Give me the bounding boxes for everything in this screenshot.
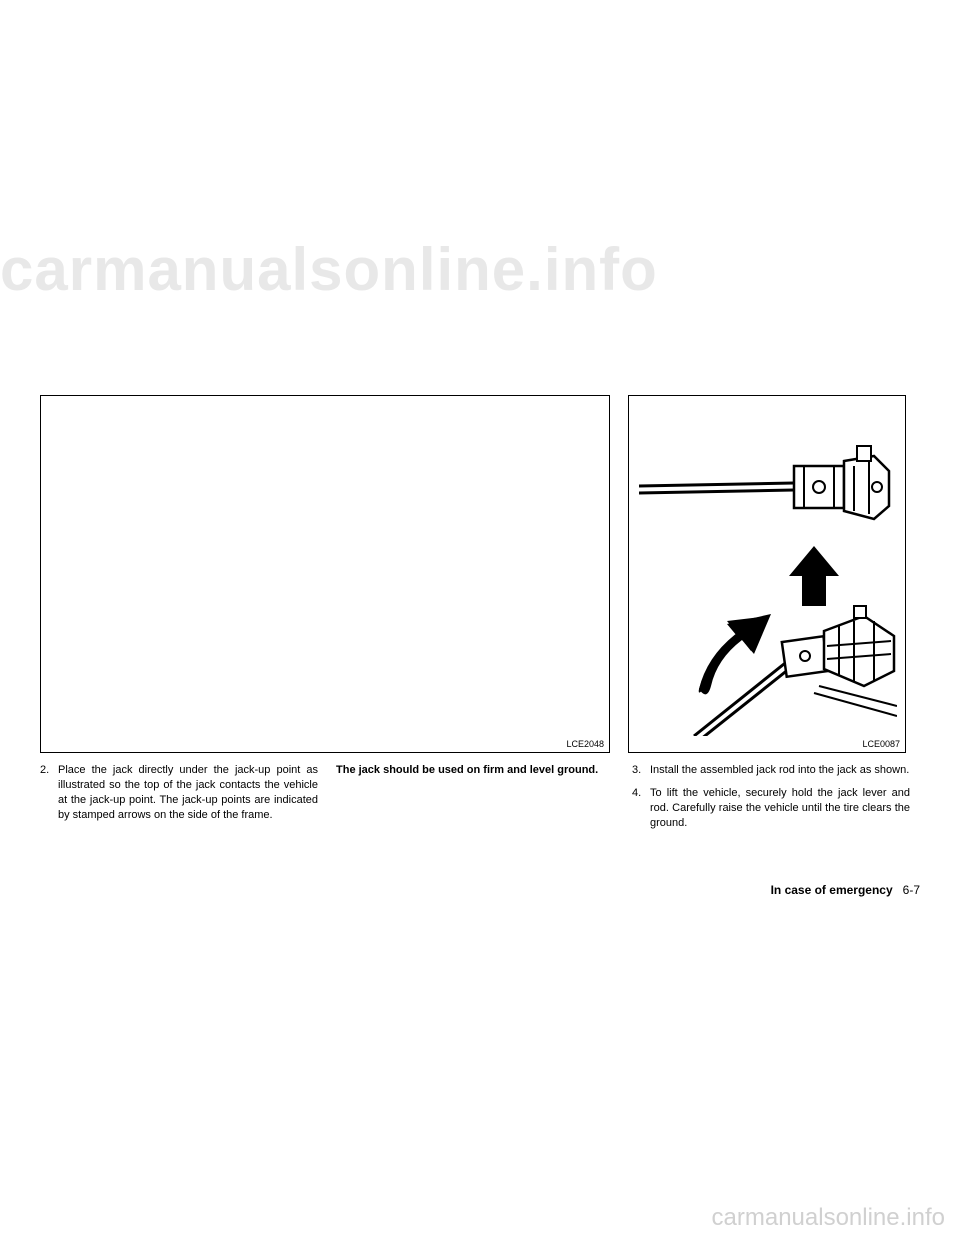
list-item-4: 4. To lift the vehicle, securely hold th… bbox=[632, 786, 910, 831]
list-text: Install the assembled jack rod into the … bbox=[650, 763, 910, 778]
column-3: 3. Install the assembled jack rod into t… bbox=[632, 763, 910, 838]
column-1: 2. Place the jack directly under the jac… bbox=[40, 763, 318, 838]
list-number: 3. bbox=[632, 763, 650, 778]
figures-row: LCE2048 bbox=[40, 395, 920, 753]
list-item-2: 2. Place the jack directly under the jac… bbox=[40, 763, 318, 822]
watermark-top: carmanualsonline.info bbox=[0, 235, 960, 304]
jack-ground-note: The jack should be used on firm and leve… bbox=[336, 764, 598, 776]
footer-page-num: 6-7 bbox=[903, 883, 920, 897]
figure-jack-rod: LCE0087 bbox=[628, 395, 906, 753]
figure-id-right: LCE0087 bbox=[862, 739, 900, 749]
text-columns: 2. Place the jack directly under the jac… bbox=[40, 763, 920, 838]
list-text: To lift the vehicle, securely hold the j… bbox=[650, 786, 910, 831]
figure-jackup-points: LCE2048 bbox=[40, 395, 610, 753]
column-2: The jack should be used on firm and leve… bbox=[336, 763, 614, 838]
page-content: LCE2048 bbox=[40, 395, 920, 838]
list-text: Place the jack directly under the jack-u… bbox=[58, 763, 318, 822]
list-number: 4. bbox=[632, 786, 650, 831]
watermark-bottom: carmanualsonline.info bbox=[712, 1204, 945, 1232]
list-number: 2. bbox=[40, 763, 58, 822]
list-item-3: 3. Install the assembled jack rod into t… bbox=[632, 763, 910, 778]
page-footer: In case of emergency 6-7 bbox=[771, 883, 920, 897]
figure-id-left: LCE2048 bbox=[566, 739, 604, 749]
jack-rod-illustration bbox=[639, 411, 897, 736]
footer-section: In case of emergency bbox=[771, 883, 893, 897]
footer-page bbox=[896, 883, 903, 897]
